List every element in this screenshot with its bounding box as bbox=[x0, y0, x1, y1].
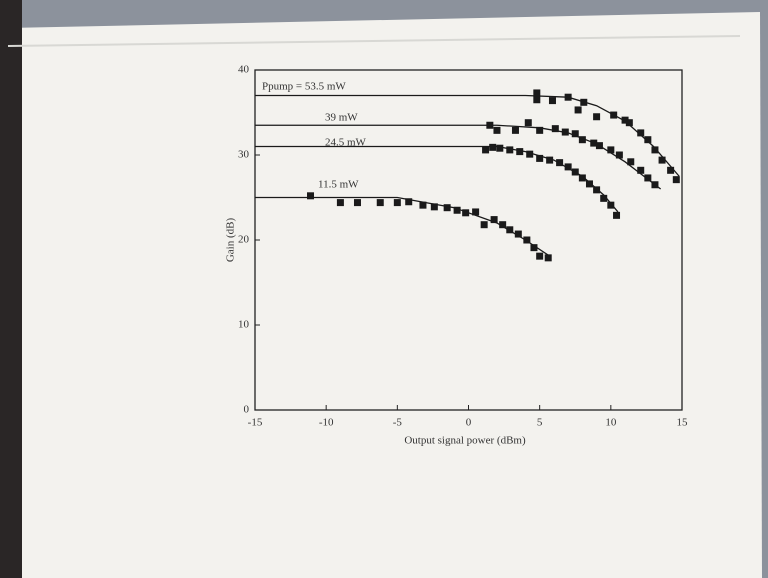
data-point bbox=[637, 166, 645, 174]
data-point bbox=[430, 203, 438, 211]
data-point bbox=[493, 126, 501, 134]
x-tick-label: -5 bbox=[393, 417, 403, 429]
data-point bbox=[490, 216, 498, 224]
data-point bbox=[607, 201, 615, 209]
data-point bbox=[578, 136, 586, 144]
data-point bbox=[472, 208, 480, 216]
data-point bbox=[506, 146, 514, 154]
data-point bbox=[482, 146, 490, 154]
data-point bbox=[548, 97, 556, 105]
data-point bbox=[536, 126, 544, 134]
data-point bbox=[585, 180, 593, 188]
data-point bbox=[610, 111, 618, 119]
x-axis-label: Output signal power (dBm) bbox=[404, 435, 526, 447]
data-point bbox=[615, 151, 623, 159]
data-point bbox=[593, 186, 601, 194]
data-point bbox=[526, 150, 534, 158]
x-tick-label: -10 bbox=[319, 417, 334, 429]
data-point bbox=[514, 230, 522, 238]
data-point bbox=[571, 130, 579, 138]
data-point bbox=[376, 199, 384, 207]
y-tick-label: 10 bbox=[238, 319, 250, 331]
data-point bbox=[578, 174, 586, 182]
data-point bbox=[658, 156, 666, 164]
x-tick-label: 0 bbox=[466, 417, 472, 429]
data-point bbox=[637, 129, 645, 137]
data-point bbox=[672, 176, 680, 184]
data-point bbox=[593, 113, 601, 121]
data-point bbox=[307, 192, 315, 200]
data-point bbox=[496, 144, 504, 152]
x-tick-label: -15 bbox=[248, 417, 263, 429]
data-point bbox=[419, 201, 427, 209]
data-point bbox=[595, 142, 603, 150]
x-tick-label: 5 bbox=[537, 417, 543, 429]
data-point bbox=[564, 93, 572, 101]
data-point bbox=[516, 148, 524, 156]
data-point bbox=[651, 181, 659, 189]
y-tick-label: 40 bbox=[238, 64, 250, 76]
data-point bbox=[580, 98, 588, 106]
data-point bbox=[574, 106, 582, 114]
data-point bbox=[489, 143, 497, 151]
data-point bbox=[651, 146, 659, 154]
data-point bbox=[600, 194, 608, 202]
data-point bbox=[571, 168, 579, 176]
data-point bbox=[393, 199, 401, 207]
data-point bbox=[524, 119, 532, 127]
data-point bbox=[627, 158, 635, 166]
data-point bbox=[530, 244, 538, 252]
data-point bbox=[443, 204, 451, 212]
y-tick-label: 20 bbox=[238, 234, 250, 246]
data-point bbox=[480, 221, 488, 229]
series-label: 39 mW bbox=[325, 112, 358, 124]
data-point bbox=[544, 254, 552, 262]
data-point bbox=[564, 163, 572, 171]
data-point bbox=[546, 156, 554, 164]
data-point bbox=[625, 119, 633, 127]
data-point bbox=[533, 96, 541, 104]
data-point bbox=[336, 199, 344, 207]
data-point bbox=[644, 174, 652, 182]
series-label: Ppump = 53.5 mW bbox=[262, 81, 346, 93]
data-point bbox=[405, 198, 413, 206]
data-point bbox=[536, 154, 544, 162]
data-point bbox=[621, 116, 629, 124]
data-point bbox=[499, 221, 507, 229]
data-point bbox=[667, 166, 675, 174]
data-point bbox=[551, 125, 559, 133]
data-point bbox=[561, 128, 569, 136]
data-point bbox=[453, 206, 461, 214]
x-tick-label: 15 bbox=[677, 417, 689, 429]
y-tick-label: 0 bbox=[244, 404, 250, 416]
data-point bbox=[533, 89, 541, 97]
data-point bbox=[536, 252, 544, 260]
data-point bbox=[506, 226, 514, 234]
series-label: 11.5 mW bbox=[318, 179, 359, 191]
paper bbox=[8, 12, 762, 578]
series-label: 24.5 mW bbox=[325, 137, 367, 149]
data-point bbox=[613, 211, 621, 219]
y-tick-label: 30 bbox=[238, 149, 250, 161]
paper-fold bbox=[7, 35, 741, 47]
data-point bbox=[486, 121, 494, 129]
data-point bbox=[556, 159, 564, 167]
data-point bbox=[523, 236, 531, 244]
data-point bbox=[462, 209, 470, 217]
y-axis-label: Gain (dB) bbox=[225, 218, 237, 263]
x-tick-label: 10 bbox=[605, 417, 617, 429]
data-point bbox=[607, 146, 615, 154]
data-point bbox=[644, 136, 652, 144]
data-point bbox=[590, 139, 598, 147]
data-point bbox=[353, 199, 361, 207]
left-edge bbox=[0, 0, 22, 578]
data-point bbox=[511, 126, 519, 134]
